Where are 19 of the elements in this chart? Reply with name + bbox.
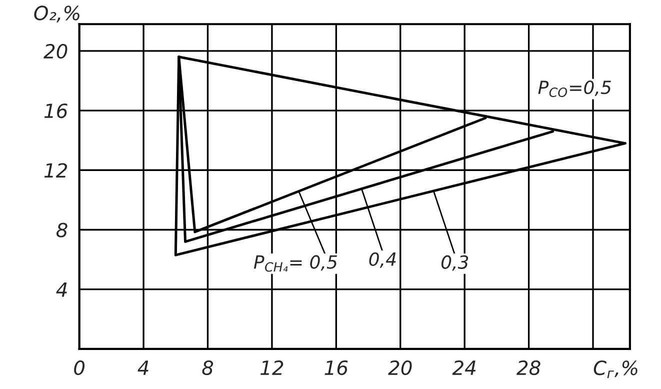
y-tick-label: 16 bbox=[44, 103, 68, 118]
y-tick-label: 12 bbox=[44, 163, 67, 178]
annotation: P$_{CH₄}$= 0,5 bbox=[254, 255, 337, 272]
annotation: 0,3 bbox=[441, 255, 468, 271]
x-tick-label: 28 bbox=[516, 360, 540, 376]
y-tick-label: 20 bbox=[44, 44, 68, 59]
x-tick-label: 0 bbox=[74, 360, 85, 376]
annotation: P$_{CO}$=0,5 bbox=[538, 80, 611, 98]
x-tick-label: 20 bbox=[388, 360, 412, 376]
x-tick-label: 8 bbox=[202, 360, 214, 376]
x-tick-label: 16 bbox=[324, 360, 348, 376]
y-axis-title: O₂,% bbox=[34, 6, 80, 22]
y-tick-label: 8 bbox=[56, 222, 68, 238]
x-tick-label: 24 bbox=[452, 360, 476, 375]
y-tick-label: 4 bbox=[56, 282, 67, 297]
x-tick-label: 12 bbox=[260, 360, 284, 375]
x-tick-label: 4 bbox=[138, 360, 148, 375]
x-axis-title: C$_{г}$,% bbox=[594, 360, 638, 378]
annotation: 0,4 bbox=[369, 252, 396, 268]
